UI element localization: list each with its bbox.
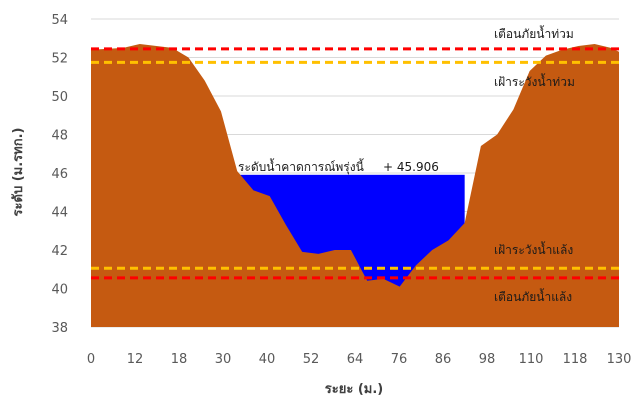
y-tick-label: 38	[51, 321, 68, 336]
plot-area	[91, 44, 619, 328]
x-axis-title: ระยะ (ม.)	[325, 382, 383, 397]
y-axis-title: ระดับ (ม.รทก.)	[11, 128, 26, 217]
x-tick-label: 64	[347, 352, 364, 367]
x-tick-label: 98	[479, 352, 496, 367]
x-tick-label: 118	[563, 352, 588, 367]
x-tick-label: 76	[391, 352, 408, 367]
x-tick-label: 18	[171, 352, 188, 367]
y-tick-label: 50	[51, 90, 68, 105]
annotations: ระดับน้ำคาดการณ์พรุ่งนี้ + 45.906 เตือนภ…	[238, 25, 575, 304]
flood-watch-label: เฝ้าระวังน้ำท่วม	[494, 73, 575, 89]
x-tick-label: 40	[259, 352, 276, 367]
x-tick-label: 12	[127, 352, 144, 367]
y-tick-label: 46	[51, 167, 68, 182]
drought-watch-label: เฝ้าระวังน้ำแล้ง	[494, 241, 573, 257]
x-tick-label: 110	[519, 352, 544, 367]
water-level-label: ระดับน้ำคาดการณ์พรุ่งนี้	[238, 158, 364, 175]
axis-ticks: 38 40 42 44 46 48 50 52 54 0 12 18 30 40 52 64 76 86 98 110…	[51, 13, 631, 367]
y-tick-label: 54	[51, 13, 68, 28]
x-tick-label: 86	[435, 352, 452, 367]
y-tick-label: 42	[51, 244, 68, 259]
x-tick-label: 30	[215, 352, 232, 367]
drought-warning-label: เตือนภัยน้ำแล้ง	[494, 288, 572, 304]
y-tick-label: 48	[51, 129, 68, 144]
x-tick-label: 0	[87, 352, 95, 367]
ground-profile	[91, 44, 619, 328]
reference-lines	[91, 47, 619, 280]
y-tick-label: 52	[51, 52, 68, 67]
y-tick-label: 44	[51, 206, 68, 221]
water-level-value: + 45.906	[383, 160, 439, 174]
x-tick-label: 130	[607, 352, 632, 367]
x-tick-label: 52	[303, 352, 320, 367]
y-tick-label: 40	[51, 283, 68, 298]
flood-warning-label: เตือนภัยน้ำท่วม	[494, 25, 574, 41]
